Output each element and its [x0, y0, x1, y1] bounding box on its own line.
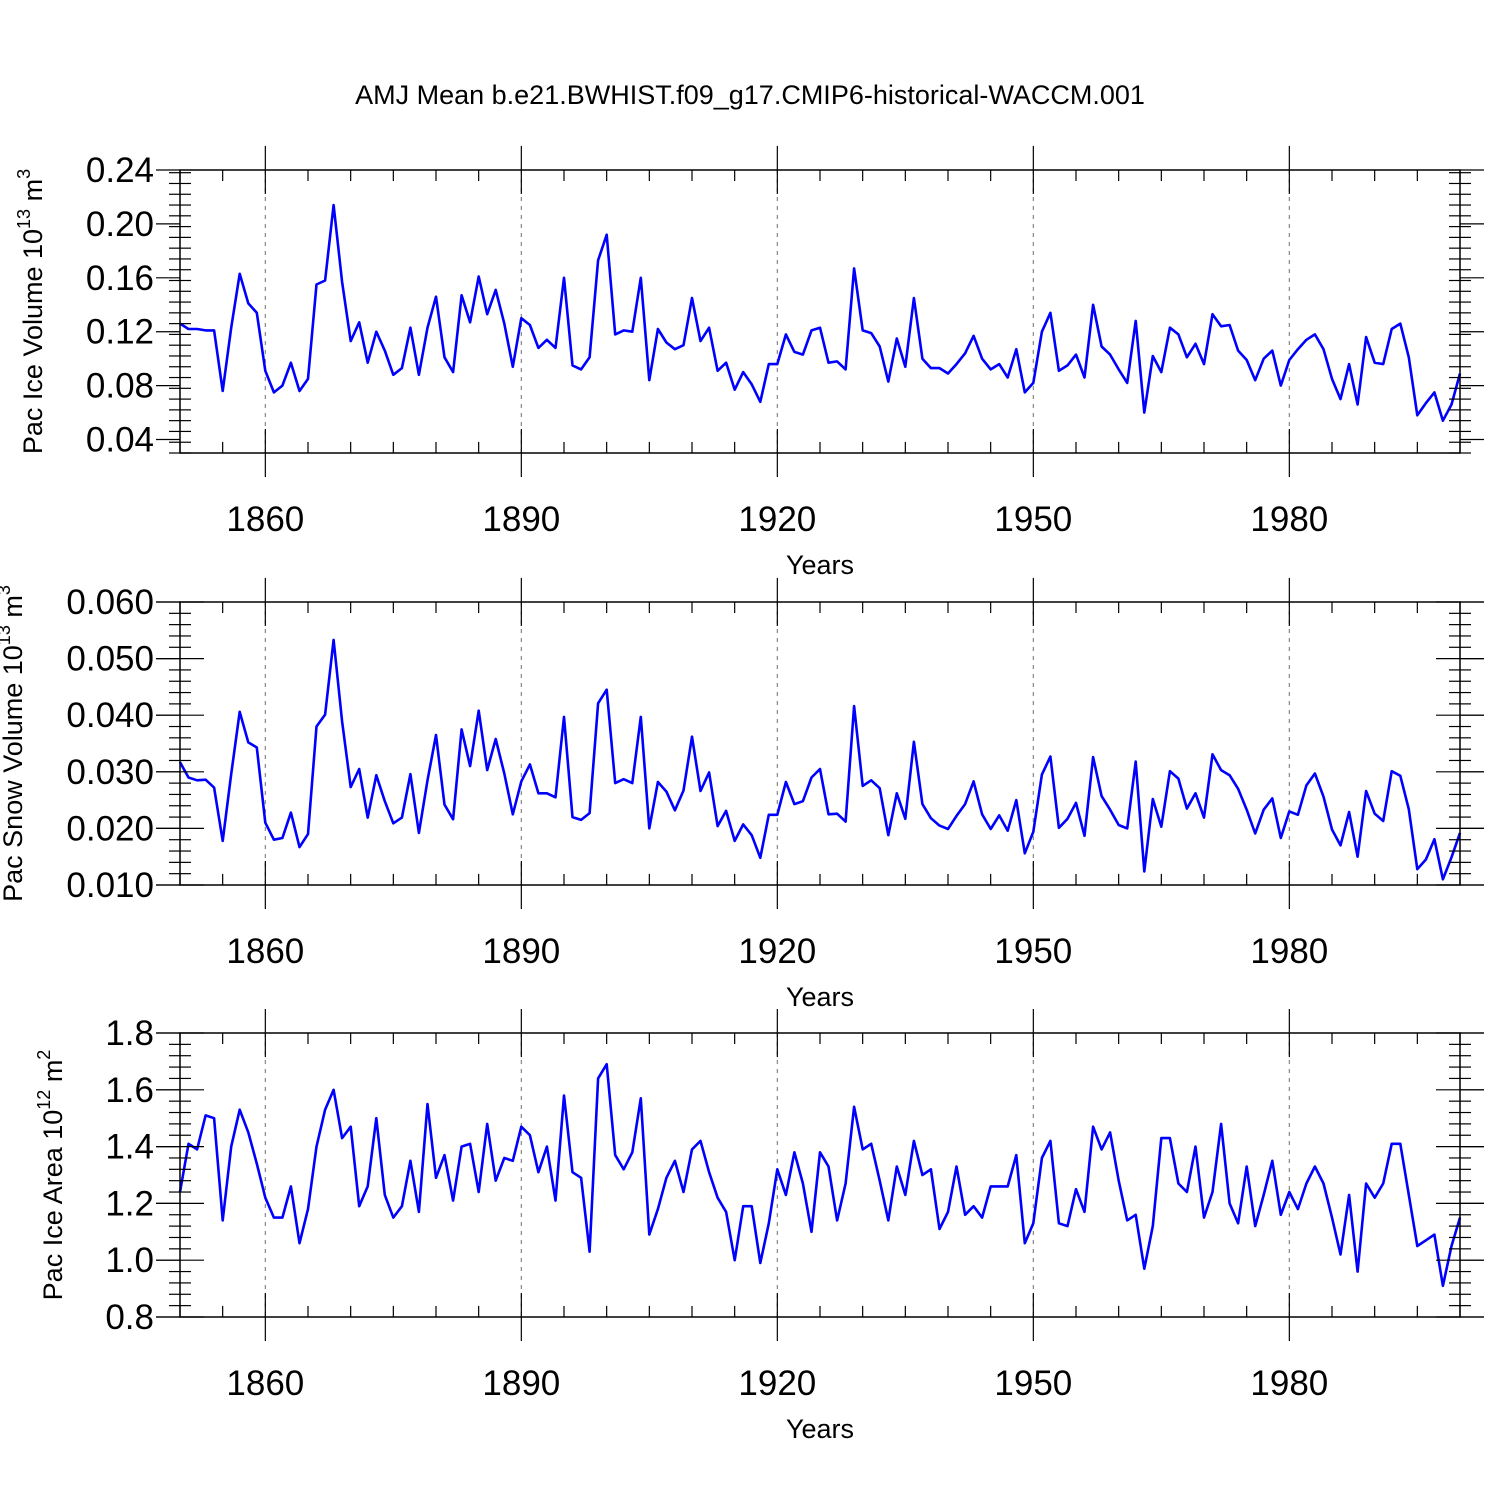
y-tick-label: 0.8: [105, 1298, 154, 1337]
x-tick-label: 1920: [738, 1364, 816, 1403]
y-tick-label: 0.040: [66, 696, 154, 735]
x-tick-label: 1950: [994, 1364, 1072, 1403]
x-tick-label: 1890: [482, 1364, 560, 1403]
plot-frame: [179, 601, 1461, 886]
y-tick-label: 0.20: [86, 205, 154, 244]
panel-1: 1860 1890 1920 1950 1980 0.04 0.08 0.12 0.16 0.20…: [14, 146, 1484, 580]
y-tick-label: 0.04: [86, 421, 154, 460]
y-tick-label: 0.050: [66, 640, 154, 679]
chart-title: AMJ Mean b.e21.BWHIST.f09_g17.CMIP6-hist…: [355, 80, 1145, 110]
x-axis-title: Years: [786, 1414, 854, 1444]
y-tick-label: 1.2: [105, 1184, 154, 1223]
x-axis-title: Years: [786, 550, 854, 580]
y-tick-label: 0.08: [86, 367, 154, 406]
panel-2: 1860 1890 1920 1950 1980 0.010 0.020 0.030 0.040…: [0, 578, 1484, 1012]
y-tick-label: 0.020: [66, 809, 154, 848]
x-tick-label: 1890: [482, 932, 560, 971]
y-axis-title: Pac Snow Volume 1013 m3: [0, 585, 28, 902]
y-tick-label: 0.12: [86, 313, 154, 352]
x-tick-label: 1860: [226, 932, 304, 971]
x-tick-label: 1920: [738, 500, 816, 539]
y-tick-label: 1.4: [105, 1128, 154, 1167]
series-line: [179, 203, 1462, 423]
panel-3: 1860 1890 1920 1950 1980 0.8 1.0 1.2 1.4 1.6 1.8 Ye…: [34, 1009, 1484, 1444]
plot-frame: [179, 169, 1461, 454]
y-tick-label: 0.010: [66, 866, 154, 905]
series-line: [178, 1062, 1462, 1288]
x-tick-label: 1950: [994, 932, 1072, 971]
x-tick-label: 1920: [738, 932, 816, 971]
y-tick-label: 0.24: [86, 151, 154, 190]
y-tick-label: 0.030: [66, 753, 154, 792]
y-tick-label: 0.060: [66, 583, 154, 622]
x-tick-label: 1980: [1250, 932, 1328, 971]
y-tick-label: 0.16: [86, 259, 154, 298]
y-axis-title: Pac Ice Volume 1013 m3: [14, 169, 48, 454]
y-axis-title: Pac Ice Area 1012 m2: [34, 1050, 68, 1301]
series-line: [178, 638, 1462, 881]
x-tick-label: 1980: [1250, 1364, 1328, 1403]
x-tick-label: 1860: [226, 1364, 304, 1403]
x-tick-label: 1950: [994, 500, 1072, 539]
x-tick-label: 1980: [1250, 500, 1328, 539]
x-axis-title: Years: [786, 982, 854, 1012]
y-tick-label: 1.8: [105, 1014, 154, 1053]
x-tick-label: 1860: [226, 500, 304, 539]
x-tick-label: 1890: [482, 500, 560, 539]
y-tick-label: 1.6: [105, 1071, 154, 1110]
y-tick-label: 1.0: [105, 1241, 154, 1280]
